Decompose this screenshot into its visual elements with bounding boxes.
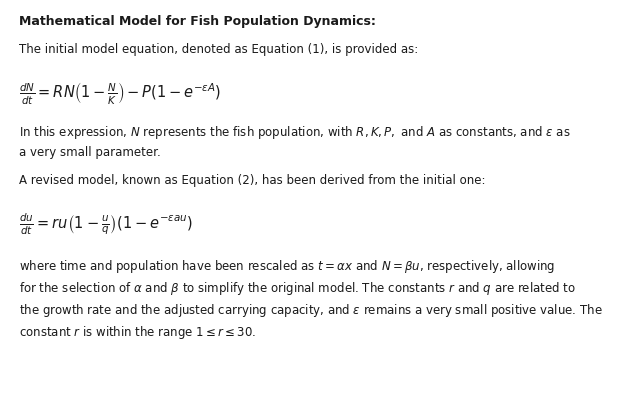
Text: The initial model equation, denoted as Equation (1), is provided as:: The initial model equation, denoted as E…	[19, 43, 418, 56]
Text: A revised model, known as Equation (2), has been derived from the initial one:: A revised model, known as Equation (2), …	[19, 174, 485, 187]
Text: where time and population have been rescaled as $t = \alpha x$ and $N = \beta u$: where time and population have been resc…	[19, 258, 555, 275]
Text: Mathematical Model for Fish Population Dynamics:: Mathematical Model for Fish Population D…	[19, 15, 376, 28]
Text: In this expression, $N$ represents the fish population, with $R, K, P,$ and $A$ : In this expression, $N$ represents the f…	[19, 124, 570, 141]
Text: the growth rate and the adjusted carrying capacity, and $\varepsilon$ remains a : the growth rate and the adjusted carryin…	[19, 302, 602, 319]
Text: $\frac{du}{dt} = ru\left(1-\frac{u}{q}\right)\left(1-e^{-\varepsilon au}\right)$: $\frac{du}{dt} = ru\left(1-\frac{u}{q}\r…	[19, 211, 193, 237]
Text: a very small parameter.: a very small parameter.	[19, 146, 160, 159]
Text: for the selection of $\alpha$ and $\beta$ to simplify the original model. The co: for the selection of $\alpha$ and $\beta…	[19, 280, 575, 297]
Text: $\frac{dN}{dt} = RN\left(1-\frac{N}{K}\right) - P\left(1-e^{-\varepsilon A}\righ: $\frac{dN}{dt} = RN\left(1-\frac{N}{K}\r…	[19, 81, 221, 107]
Text: constant $r$ is within the range $1 \leq r \leq 30$.: constant $r$ is within the range $1 \leq…	[19, 324, 256, 341]
